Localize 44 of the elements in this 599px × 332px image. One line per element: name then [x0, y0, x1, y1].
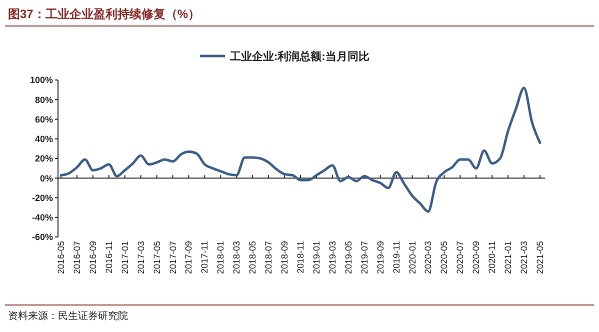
x-tick-label: 2019-07	[359, 241, 370, 274]
x-tick-label: 2018-05	[248, 241, 258, 274]
x-tick-label: 2016-07	[72, 241, 82, 274]
x-tick-label: 2021-01	[503, 241, 514, 274]
x-tick-label: 2018-09	[280, 241, 290, 274]
y-tick-label: 100%	[30, 75, 53, 86]
x-tick-label: 2017-11	[200, 241, 210, 274]
x-tick-label: 2021-05	[535, 241, 545, 274]
y-tick-label: 40%	[34, 134, 53, 144]
y-tick-label: -40%	[32, 212, 53, 223]
x-tick-label: 2018-11	[296, 241, 306, 274]
x-tick-label: 2019-05	[343, 241, 354, 274]
y-tick-label: 80%	[34, 94, 53, 105]
x-tick-label: 2021-03	[519, 241, 530, 274]
x-tick-label: 2019-09	[375, 241, 386, 274]
x-tick-label: 2018-03	[232, 241, 242, 274]
x-tick-label: 2017-03	[136, 241, 146, 274]
x-tick-label: 2020-05	[439, 241, 450, 274]
x-tick-label: 2020-11	[487, 241, 498, 274]
x-tick-label: 2017-09	[184, 241, 194, 274]
x-tick-label: 2020-07	[455, 241, 466, 274]
y-tick-label: 0%	[40, 173, 53, 184]
x-tick-label: 2020-03	[423, 241, 434, 274]
y-tick-label: 20%	[34, 154, 53, 164]
x-tick-label: 2016-11	[104, 241, 114, 274]
x-tick-label: 2016-05	[56, 241, 66, 274]
text: 资料来源：民生证券研究院	[8, 310, 128, 322]
y-tick-label: 60%	[34, 114, 53, 124]
x-tick-label: 2017-01	[120, 241, 130, 274]
x-tick-label: 2020-01	[407, 241, 418, 274]
x-tick-label: 2019-03	[327, 241, 338, 274]
y-tick-label: -20%	[32, 192, 53, 203]
x-tick-label: 2018-01	[216, 241, 226, 274]
y-tick-label: -60%	[32, 232, 53, 242]
x-tick-label: 2017-07	[168, 241, 178, 274]
x-tick-label: 2018-07	[264, 241, 274, 274]
x-tick-label: 2019-01	[311, 241, 322, 274]
x-tick-label: 2016-09	[88, 241, 98, 274]
x-tick-label: 2017-05	[152, 241, 162, 274]
x-tick-label: 2019-11	[391, 241, 402, 274]
line-series	[60, 86, 542, 213]
x-tick-label: 2020-09	[471, 241, 482, 274]
legend-label: 工业企业:利润总额:当月同比	[229, 50, 370, 63]
chart-title: 图37：工业企业盈利持续修复（%）	[8, 7, 200, 21]
